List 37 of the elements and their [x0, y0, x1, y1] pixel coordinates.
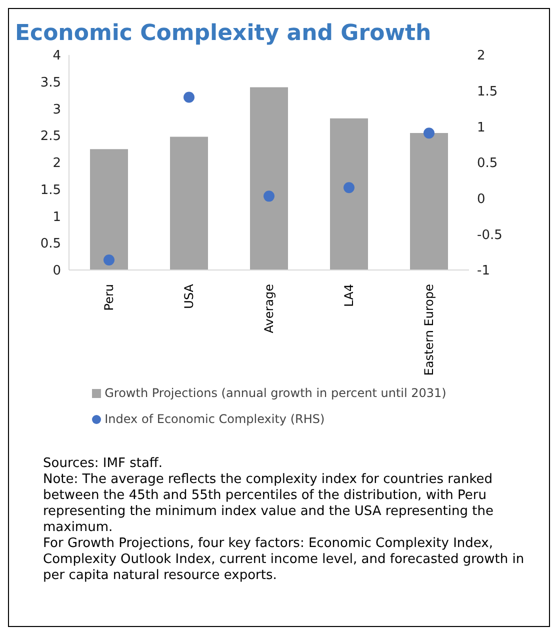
bar: [250, 87, 288, 270]
x-tick-label: Peru: [102, 284, 116, 311]
y-tick-label: 0.5: [40, 236, 61, 252]
bar: [410, 132, 448, 270]
legend-label: Growth Projections (annual growth in percent until 2031): [104, 386, 446, 400]
y2-tick-label: 2: [477, 48, 486, 64]
source-note: Sources: IMF staff.: [43, 456, 164, 472]
point: [104, 254, 114, 266]
y-tick-label: 2.5: [40, 129, 61, 144]
point: [424, 128, 434, 139]
y-tick-label: 1.5: [40, 182, 61, 198]
y-tick-label: 2: [52, 156, 61, 172]
x-tick-label: Eastern Europe: [422, 284, 436, 376]
y2-tick-label: -0.5: [477, 228, 502, 243]
text: Note: The average reflects the complexity index for countries ranked between the 45th and 55th percentiles of the distribution, with Peru representing the minimum index value and the USA representing the maximum.: [43, 472, 494, 536]
y-tick-label: 1: [52, 210, 61, 225]
y2-tick-label: 0.5: [477, 156, 498, 172]
y2-tick-label: 0: [477, 192, 486, 207]
text: For Growth Projections, four key factors: Economic Complexity Index, Complexity Outlook Index, current income level, and forecasted growth in per capita natural resource exports.: [43, 536, 526, 584]
y2-tick-label: 1.5: [477, 84, 498, 100]
y2-tick-label: -1: [477, 264, 490, 279]
point: [184, 92, 194, 103]
y-tick-label: 3.5: [40, 75, 61, 90]
y2-tick-label: 1: [477, 120, 486, 136]
point: [264, 190, 274, 202]
legend-label: Index of Economic Complexity (RHS): [104, 412, 325, 426]
y-tick-label: 0: [52, 264, 61, 279]
point: [344, 182, 354, 194]
x-tick-label: Average: [262, 284, 276, 334]
bar: [170, 136, 208, 270]
y-tick-label: 3: [52, 102, 61, 118]
y-tick-label: 4: [52, 48, 61, 64]
x-tick-label: USA: [182, 283, 196, 309]
bar: [90, 149, 128, 270]
x-tick-label: LA4: [342, 284, 356, 307]
bar: [330, 118, 368, 270]
chart-title: Economic Complexity and Growth: [14, 20, 432, 47]
